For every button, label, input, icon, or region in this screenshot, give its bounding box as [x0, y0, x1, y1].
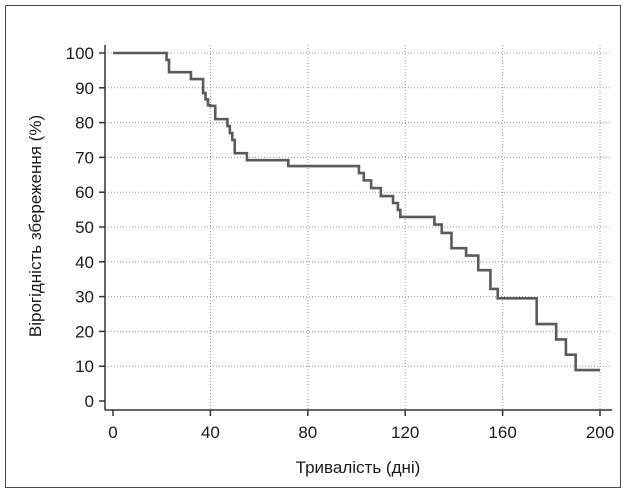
y-tick-label: 40: [75, 253, 94, 272]
x-tick-label: 40: [201, 423, 220, 442]
y-tick-label: 20: [75, 322, 94, 341]
x-tick-label: 120: [391, 423, 419, 442]
y-ticks: 0 10 20 30 40 50 60 70 80 90 100: [66, 44, 105, 411]
y-tick-label: 50: [75, 218, 94, 237]
y-tick-label: 100: [66, 44, 94, 63]
y-axis-title: Вірогідність збереження (%): [26, 115, 45, 337]
y-tick-label: 60: [75, 183, 94, 202]
x-ticks: 0 40 80 120 160 200: [108, 410, 614, 442]
y-tick-label: 80: [75, 114, 94, 133]
axes: [104, 45, 612, 411]
y-tick-label: 70: [75, 148, 94, 167]
y-tick-label: 90: [75, 79, 94, 98]
x-tick-label: 80: [298, 423, 317, 442]
x-tick-label: 200: [586, 423, 614, 442]
chart-frame: [5, 5, 621, 488]
x-axis-title: Тривалість (дні): [296, 458, 421, 477]
grid-lines: [105, 45, 612, 410]
x-tick-label: 0: [108, 423, 117, 442]
y-tick-label: 30: [75, 288, 94, 307]
x-tick-label: 160: [488, 423, 516, 442]
y-tick-label: 0: [85, 392, 94, 411]
survival-step-line: [113, 51, 600, 372]
y-tick-label: 10: [75, 357, 94, 376]
